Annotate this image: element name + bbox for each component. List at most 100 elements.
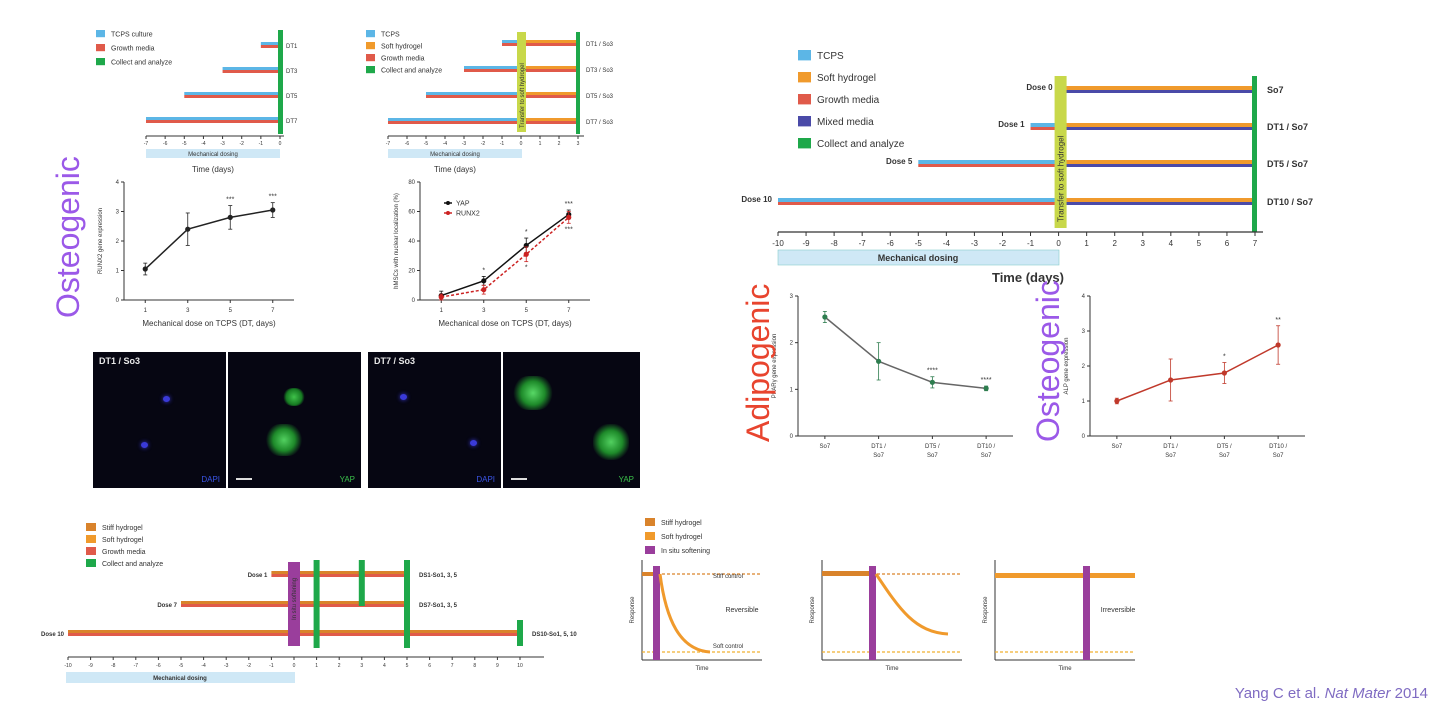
tick-label: 4 (1169, 239, 1174, 248)
micrograph-label: DT1 / So3 (99, 356, 141, 366)
time-label: Time (days) (434, 165, 476, 174)
data-point (481, 278, 487, 284)
bar-soft (521, 40, 578, 43)
bar-growth (388, 121, 521, 124)
dosing-bar (146, 149, 280, 158)
dose-label: Dose 7 (157, 603, 177, 609)
series-line (441, 213, 570, 297)
legend-d-label: Soft hydrogel (102, 537, 144, 544)
dosing-bar (66, 672, 295, 683)
series-line (144, 209, 273, 270)
bar-growth (68, 633, 520, 636)
significance-mark: *** (269, 194, 277, 201)
legend-c-swatch (798, 138, 811, 149)
x-tick-label: 1 (440, 308, 444, 314)
row-label: DS1-So1, 3, 5 (419, 573, 458, 579)
dosing-bar (778, 250, 1059, 265)
legend-a-label: TCPS culture (111, 31, 153, 38)
tick-label: -7 (386, 141, 391, 147)
data-point (1275, 342, 1281, 348)
data-point (438, 294, 444, 300)
tick-label: -10 (772, 239, 784, 248)
bar-growth (778, 202, 1059, 205)
row-label: DS10-So1, 5, 10 (532, 632, 577, 638)
collect-bar (1252, 76, 1257, 232)
data-point (1221, 370, 1227, 376)
bar-tcps (1030, 123, 1059, 127)
legend-b-swatch (366, 42, 375, 50)
tick-label: 1 (315, 663, 318, 669)
row-label: DT1 (286, 44, 298, 50)
y-tick-label: 0 (116, 298, 120, 304)
y-tick-label: 0 (790, 434, 794, 440)
y-axis-label: hMSCs with nuclear localization (%) (394, 193, 400, 289)
response-curve (874, 573, 949, 636)
tick-label: 7 (1253, 239, 1258, 248)
bar-growth (521, 121, 578, 124)
bar-stiff (271, 571, 407, 574)
tick-label: -2 (481, 141, 486, 147)
micrograph-dt7-yap: YAP (503, 352, 640, 488)
tick-label: -5 (182, 141, 187, 147)
legend-label: RUNX2 (456, 211, 480, 218)
x-tick-label: DT10 / (1269, 444, 1287, 450)
tick-label: -1 (259, 141, 264, 147)
dose-label: Dose 5 (886, 157, 913, 166)
dose-label: Dose 10 (41, 632, 65, 638)
bar-tcps (222, 67, 280, 70)
tick-label: -9 (802, 239, 810, 248)
x-tick-label: So7 (927, 453, 938, 459)
bar-growth (521, 43, 578, 46)
tick-label: 10 (517, 663, 523, 669)
significance-mark: **** (927, 368, 938, 375)
tick-label: -6 (156, 663, 161, 669)
bar-tcps (184, 92, 280, 95)
legend-c-swatch (798, 50, 811, 61)
bar-stiff (68, 630, 520, 633)
dose-label: Dose 0 (1026, 83, 1053, 92)
x-axis-label: Time (695, 666, 709, 672)
data-point (523, 242, 529, 249)
y-tick-label: 4 (1082, 294, 1086, 300)
tick-label: -1 (500, 141, 505, 147)
x-tick-label: DT1 / (1163, 444, 1178, 450)
series-line (824, 316, 987, 390)
scale-bar (511, 478, 527, 480)
bar-growth (521, 95, 578, 98)
data-point (185, 226, 191, 232)
legend-c-label: Mixed media (817, 117, 874, 128)
tick-label: 2 (338, 663, 341, 669)
tick-label: -3 (224, 663, 229, 669)
row-label: DT7 (286, 119, 298, 125)
collect-bar (278, 30, 283, 134)
y-tick-label: 2 (790, 341, 794, 347)
tick-label: 1 (539, 141, 542, 147)
row-label: DT5 / So3 (586, 94, 614, 100)
x-tick-label: 7 (567, 308, 571, 314)
collect-bar (358, 560, 365, 606)
bar-mixed (1058, 164, 1255, 167)
tick-label: 3 (360, 663, 363, 669)
x-axis-label: Time (1058, 666, 1072, 672)
bar-growth (918, 164, 1059, 167)
tick-label: 0 (520, 141, 523, 147)
data-point (983, 385, 989, 391)
tick-label: 3 (1141, 239, 1146, 248)
x-tick-label: So7 (1273, 453, 1284, 459)
tick-label: 0 (279, 141, 282, 147)
tick-label: 5 (1197, 239, 1202, 248)
citation-authors: Yang C et al. (1234, 685, 1325, 702)
tick-label: 7 (451, 663, 454, 669)
legend-d-swatch (86, 523, 96, 531)
legend-b-label: Growth media (381, 55, 425, 62)
data-point (142, 266, 148, 272)
data-point (1114, 398, 1120, 404)
y-tick-label: 3 (790, 294, 794, 300)
x-tick-label: 5 (525, 308, 529, 314)
x-tick-label: DT10 / (977, 444, 995, 450)
bar-tcps (146, 117, 280, 120)
tick-label: 6 (1225, 239, 1230, 248)
bar-growth (146, 120, 280, 123)
micrograph-label: DT7 / So3 (374, 356, 416, 366)
row-label: DS7-So1, 3, 5 (419, 603, 458, 609)
